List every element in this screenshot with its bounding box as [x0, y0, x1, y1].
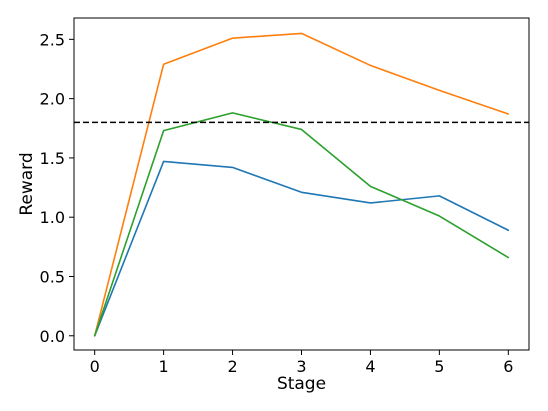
y-tick-label: 2.0 — [40, 90, 65, 109]
y-tick-label: 0.0 — [40, 327, 65, 346]
x-tick-label: 0 — [90, 357, 100, 376]
x-tick-label: 5 — [434, 357, 444, 376]
y-axis-label: Reward — [17, 152, 37, 215]
series-line-1 — [93, 160, 510, 337]
x-axis: 0 1 2 3 4 5 6 — [90, 350, 513, 376]
y-axis: 0.0 0.5 1.0 1.5 2.0 2.5 — [40, 30, 74, 346]
series-line-3 — [93, 112, 510, 337]
series-line-2 — [93, 32, 510, 337]
x-tick-label: 6 — [503, 357, 513, 376]
y-tick-label: 1.0 — [40, 208, 65, 227]
x-axis-label: Stage — [277, 374, 326, 394]
y-tick-label: 1.5 — [40, 149, 65, 168]
x-tick-label: 4 — [365, 357, 375, 376]
y-tick-label: 0.5 — [40, 267, 65, 286]
x-tick-label: 2 — [227, 357, 237, 376]
y-tick-label: 2.5 — [40, 30, 65, 49]
series-layer — [93, 32, 510, 337]
x-tick-label: 3 — [296, 357, 306, 376]
x-tick-label: 1 — [159, 357, 169, 376]
plot-frame — [73, 17, 530, 351]
